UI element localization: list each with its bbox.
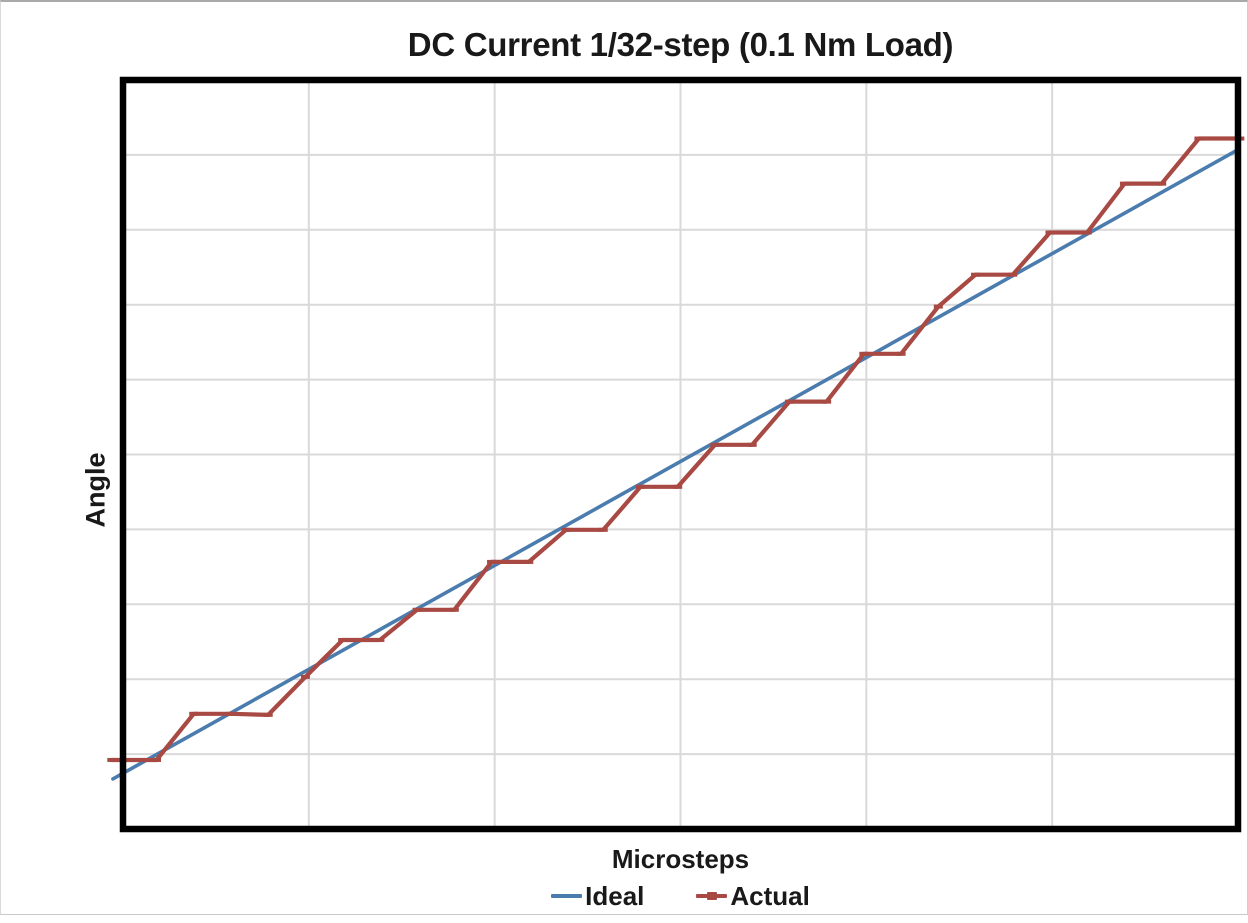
y-axis-label: Angle — [80, 452, 111, 528]
data-point-dash-marker — [598, 527, 608, 532]
data-point-dash-marker — [710, 442, 720, 447]
data-point-dash-marker — [635, 484, 645, 489]
data-point-dash-marker — [152, 757, 162, 762]
data-point-dash-marker — [784, 399, 794, 404]
data-point-dash-marker — [107, 757, 117, 762]
legend-label-actual: Actual — [730, 881, 810, 911]
data-point-dash-marker — [822, 399, 832, 404]
data-point-dash-marker — [971, 272, 981, 277]
data-point-dash-marker — [1045, 230, 1055, 235]
data-point-dash-marker — [375, 637, 385, 642]
data-point-dash-marker — [859, 351, 869, 356]
data-point-dash-marker — [1194, 136, 1204, 141]
series-line-actual — [109, 136, 1243, 763]
data-point-dash-marker — [933, 304, 943, 309]
legend-label-ideal: Ideal — [585, 881, 645, 911]
data-point-dash-marker — [263, 712, 273, 717]
legend-item-actual: Actual — [696, 881, 810, 911]
data-point-dash-marker — [338, 637, 348, 642]
data-point-dash-marker — [524, 559, 534, 564]
x-axis-label: Microsteps — [611, 844, 750, 874]
ideal-line-swatch-icon — [551, 894, 583, 898]
data-point-dash-marker — [300, 674, 310, 679]
legend-marker-icon — [706, 892, 717, 900]
chart-title: DC Current 1/32-step (0.1 Nm Load) — [407, 26, 954, 63]
data-point-dash-marker — [747, 442, 757, 447]
data-point-dash-marker — [487, 559, 497, 564]
data-point-dash-marker — [449, 607, 459, 612]
data-point-dash-marker — [226, 711, 236, 716]
data-point-dash-marker — [412, 607, 422, 612]
data-point-dash-marker — [561, 527, 571, 532]
data-point-dash-marker — [673, 484, 683, 489]
data-point-dash-marker — [896, 351, 906, 356]
data-point-dash-marker — [1082, 230, 1092, 235]
data-point-dash-marker — [1157, 181, 1167, 186]
series-line-ideal — [111, 147, 1240, 781]
actual-line-swatch-icon — [696, 892, 728, 900]
plot-border — [119, 76, 1242, 833]
data-point-dash-marker — [1119, 181, 1129, 186]
legend: Ideal Actual — [123, 880, 1238, 912]
legend-item-ideal: Ideal — [551, 883, 644, 909]
data-point-dash-marker — [189, 711, 199, 716]
data-point-dash-marker — [1008, 272, 1018, 277]
